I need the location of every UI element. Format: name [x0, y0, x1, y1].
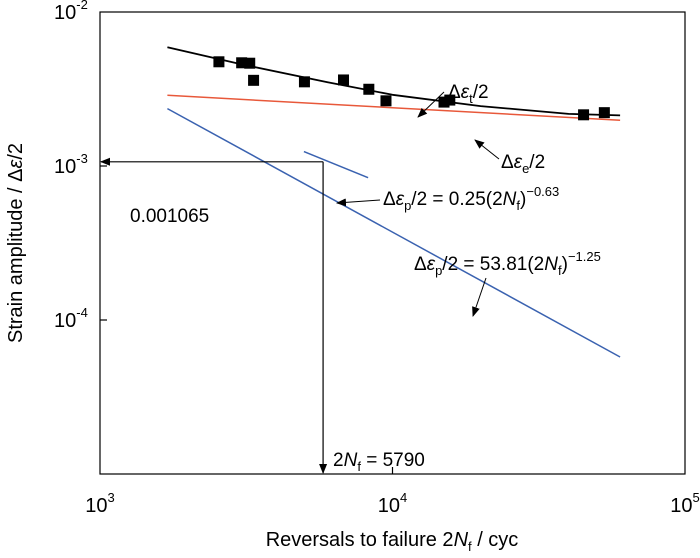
reference-lines: [100, 157, 328, 474]
plastic-fit2-label: Δεp/2 = 53.81(2Nf)−1.25: [414, 249, 601, 278]
data-point: [298, 76, 310, 88]
data-point: [244, 57, 256, 69]
y-axis-title: Strain amplitude / Δε/2: [5, 143, 27, 343]
plastic-fit1-arrow: [336, 198, 381, 207]
x-tick-label: 105: [670, 490, 699, 517]
elastic-strain-label: Δεe/2: [501, 152, 545, 176]
y-tick-label: 10-3: [54, 151, 88, 178]
data-point: [444, 94, 456, 106]
data-point: [363, 83, 375, 95]
data-point: [248, 74, 260, 86]
plot-frame: [99, 11, 686, 475]
axis-ticks: 103 104 105 10-2 10-3 10-4: [54, 0, 700, 517]
data-point: [338, 74, 350, 86]
data-point: [578, 109, 590, 121]
series-line-3: [167, 107, 621, 358]
series-line-4: [303, 150, 369, 179]
x-reference-value: 2Nf = 5790: [333, 450, 425, 474]
data-point: [438, 96, 450, 108]
elastic-strain-arrow: [474, 139, 500, 160]
data-point: [236, 57, 248, 69]
x-tick-label: 104: [378, 490, 407, 517]
plastic-fit2-arrow: [472, 277, 487, 317]
x-axis-title: Reversals to failure 2Nf / cyc: [266, 529, 519, 554]
total-strain-arrow: [417, 91, 445, 118]
x-tick-label: 103: [85, 490, 114, 517]
y-tick-label: 10-4: [54, 305, 88, 332]
total-strain-label: Δεt/2: [448, 82, 489, 106]
data-points: [213, 56, 610, 121]
data-point: [598, 107, 610, 119]
plastic-fit1-label: Δεp/2 = 0.25(2Nf)−0.63: [383, 184, 559, 213]
series-line-1: [167, 46, 621, 117]
series-line-2: [167, 94, 621, 122]
y-reference-value: 0.001065: [130, 206, 209, 227]
y-tick-label: 10-2: [54, 0, 88, 24]
data-point: [380, 95, 392, 107]
data-point: [213, 56, 225, 68]
